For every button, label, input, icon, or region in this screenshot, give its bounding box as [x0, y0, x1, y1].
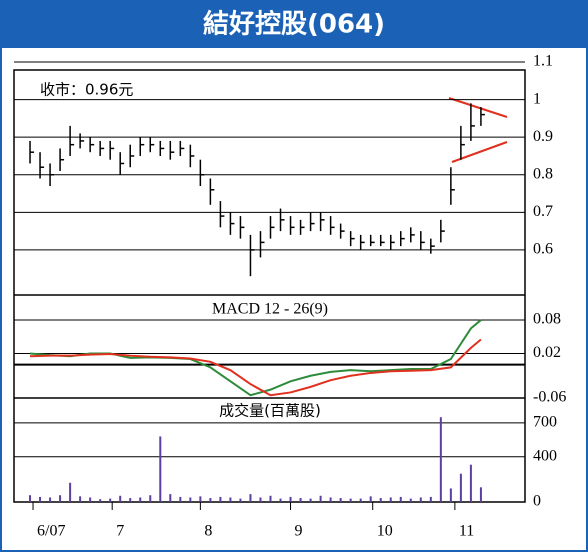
volume-bar — [199, 496, 202, 502]
volume-bar — [329, 497, 332, 502]
panel-title: 成交量(百萬股) — [219, 402, 321, 420]
volume-bar — [49, 497, 52, 502]
x-tick-label: 10 — [377, 523, 393, 540]
volume-bar — [379, 498, 382, 502]
volume-bar — [189, 497, 192, 502]
volume-bar — [69, 482, 72, 502]
volume-bar — [389, 497, 392, 502]
x-tick-label: 7 — [116, 523, 124, 540]
volume-bar — [219, 496, 222, 502]
volume-bar — [409, 498, 412, 502]
volume-bar — [29, 495, 32, 502]
y-tick-label: -0.06 — [533, 389, 566, 406]
y-tick-label: 400 — [533, 447, 557, 464]
y-tick-label: 0.8 — [533, 165, 553, 182]
volume-bar — [279, 498, 282, 502]
y-tick-label: 1.1 — [533, 53, 553, 70]
title: 結好控股(064) — [203, 9, 385, 40]
volume-bar — [39, 496, 42, 502]
volume-bar — [479, 487, 482, 502]
volume-bar — [469, 464, 472, 502]
y-tick-label: 0.9 — [533, 128, 553, 145]
volume-bar — [349, 498, 352, 502]
volume-bar — [99, 499, 102, 502]
volume-bar — [319, 495, 322, 502]
volume-bar — [259, 497, 262, 502]
volume-bar — [89, 497, 92, 502]
volume-bar — [209, 498, 212, 502]
volume-bar — [289, 496, 292, 502]
volume-bar — [179, 496, 182, 502]
volume-bar — [249, 494, 252, 502]
volume-bar — [59, 495, 62, 502]
volume-bar — [119, 495, 122, 502]
volume-bar — [399, 496, 402, 502]
x-tick-label: 11 — [459, 523, 474, 540]
volume-bar — [79, 496, 82, 502]
volume-bar — [359, 498, 362, 502]
volume-bar — [149, 495, 152, 502]
volume-bar — [459, 473, 462, 502]
volume-bar — [339, 498, 342, 502]
volume-bar — [269, 495, 272, 502]
close-annotation: 收市：0.96元 — [40, 81, 133, 99]
x-tick-label: 8 — [204, 523, 212, 540]
y-tick-label: 700 — [533, 414, 557, 431]
trend-line — [448, 97, 508, 118]
volume-bar — [229, 497, 232, 502]
title-banner — [0, 0, 588, 48]
x-tick-label: 9 — [295, 523, 303, 540]
y-tick-label: 0.6 — [533, 241, 553, 258]
volume-bar — [129, 498, 132, 502]
y-tick-label: 0 — [533, 493, 541, 510]
volume-bar — [419, 497, 422, 502]
x-tick-label: 6/07 — [37, 523, 65, 540]
volume-bar — [239, 498, 242, 502]
macd-line — [30, 338, 482, 397]
volume-bar — [429, 496, 432, 502]
volume-bar — [369, 496, 372, 502]
volume-bar — [299, 498, 302, 502]
volume-bar — [169, 494, 172, 502]
y-tick-label: 0.02 — [533, 344, 561, 361]
volume-bar — [309, 498, 312, 502]
volume-bar — [449, 488, 452, 502]
panel-title: MACD 12 - 26(9) — [212, 301, 328, 318]
volume-bar — [109, 498, 112, 502]
y-tick-label: 0.7 — [533, 203, 553, 220]
volume-bar — [159, 436, 162, 502]
volume-bar — [439, 417, 442, 502]
y-tick-label: 1 — [533, 90, 541, 107]
y-tick-label: 0.08 — [533, 311, 561, 328]
volume-bar — [139, 497, 142, 502]
